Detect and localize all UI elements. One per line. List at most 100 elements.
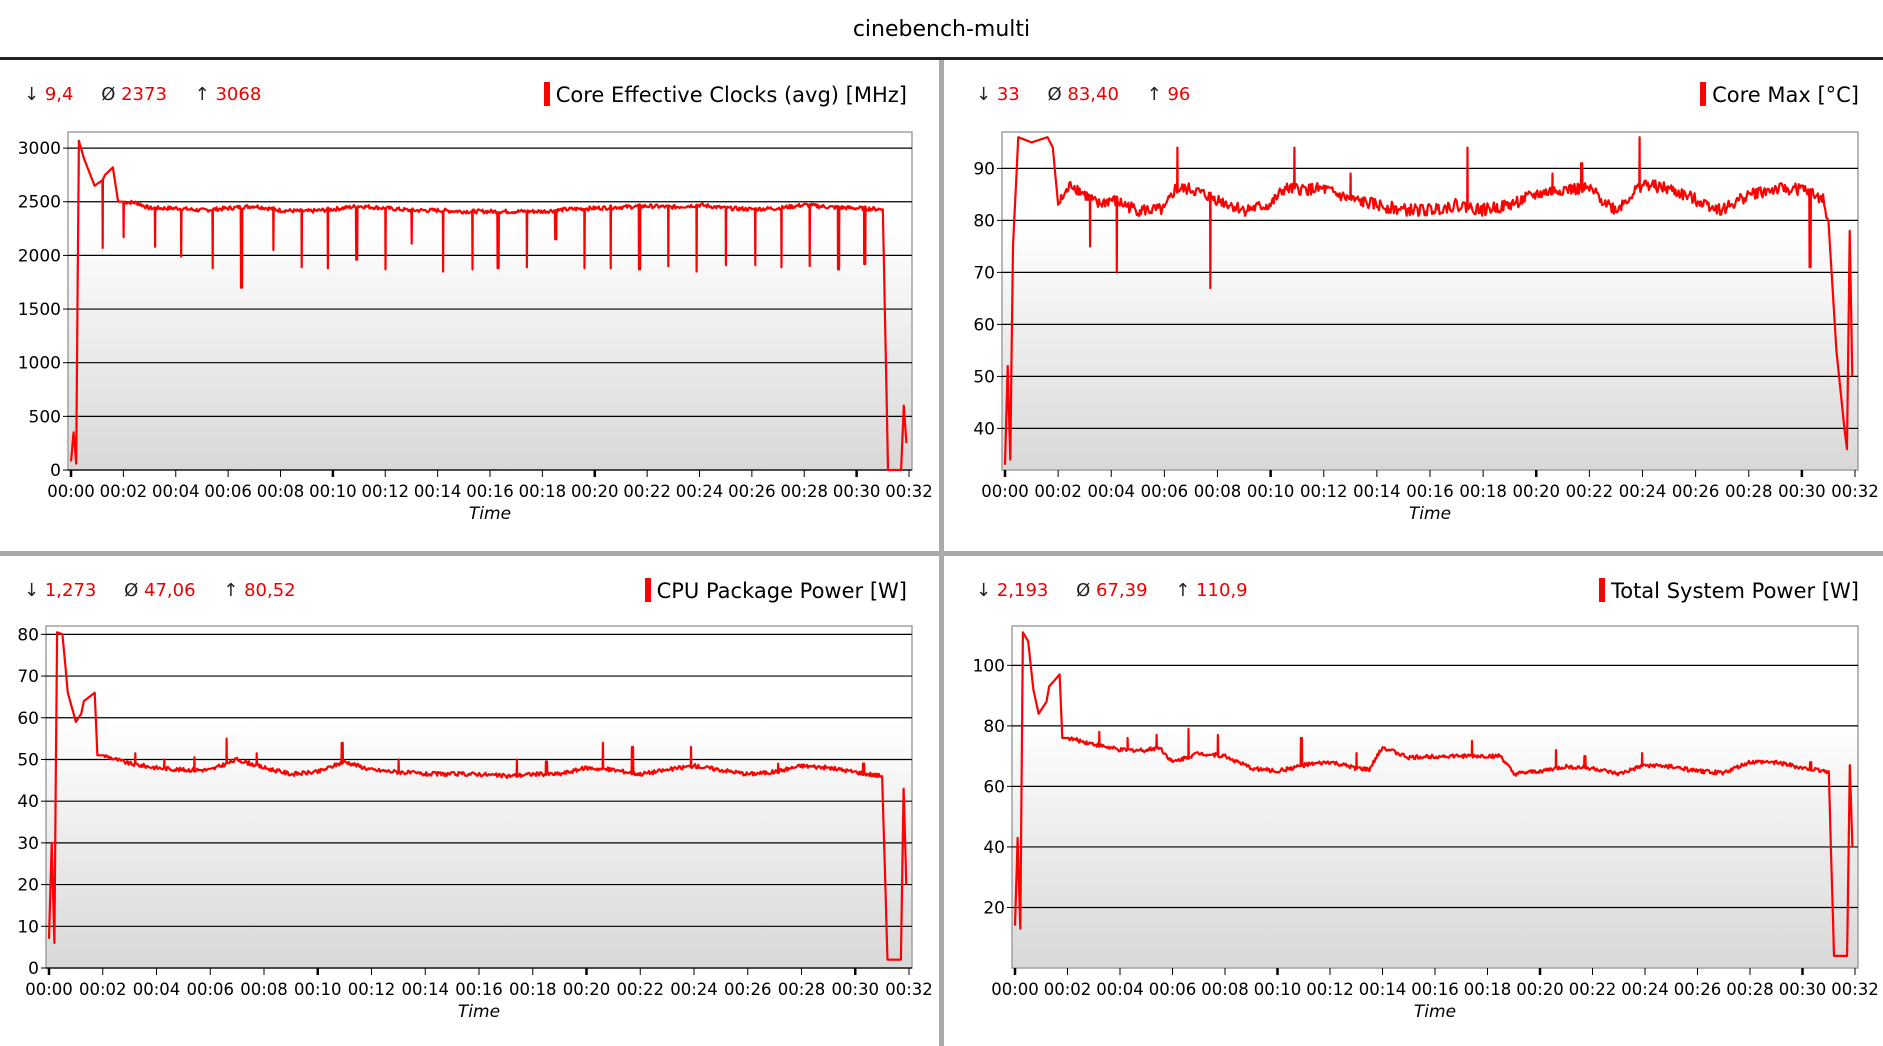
x-tick-label: 00:08: [1201, 980, 1249, 999]
x-tick-label: 00:08: [240, 980, 288, 999]
x-tick-label: 00:14: [1353, 482, 1401, 501]
y-tick-label: 0: [50, 461, 61, 481]
legend-core-max[interactable]: Core Max [°C]: [1700, 82, 1859, 107]
x-tick-label: 00:02: [1034, 482, 1082, 501]
x-tick-label: 00:14: [414, 482, 462, 501]
min-arrow-icon: ↓: [24, 580, 40, 601]
x-tick-label: 00:24: [676, 482, 724, 501]
x-tick-label: 00:26: [1672, 482, 1720, 501]
avg-icon: Ø: [101, 84, 116, 105]
x-tick-label: 00:30: [1778, 482, 1826, 501]
avg-icon: Ø: [1076, 580, 1091, 601]
y-tick-label: 80: [973, 211, 995, 231]
y-tick-label: 1000: [18, 354, 61, 374]
legend-cpu-package-power[interactable]: CPU Package Power [W]: [644, 578, 907, 603]
series-line: [47, 631, 908, 961]
x-tick-label: 00:10: [309, 482, 357, 501]
max-arrow-icon: ↑: [1175, 580, 1191, 601]
y-tick-label: 0: [28, 959, 39, 979]
x-tick-label: 00:20: [1512, 482, 1560, 501]
legend-clocks[interactable]: Core Effective Clocks (avg) [MHz]: [543, 82, 907, 107]
x-tick-label: 00:14: [401, 980, 449, 999]
plot-area[interactable]: [1011, 625, 1859, 969]
x-tick-label: 00:26: [724, 980, 772, 999]
legend-swatch: [644, 578, 651, 602]
x-tick-label: 00:08: [257, 482, 305, 501]
y-tick-label: 60: [983, 777, 1005, 797]
plot-area[interactable]: [1001, 131, 1859, 471]
min-arrow-icon: ↓: [976, 580, 992, 601]
x-tick-label: 00:12: [361, 482, 409, 501]
x-tick-label: 00:18: [1464, 980, 1512, 999]
min-value: 1,273: [44, 580, 97, 601]
x-tick-label: 00:28: [1726, 980, 1774, 999]
x-tick-label: 00:20: [571, 482, 619, 501]
x-tick-label: 00:12: [1306, 980, 1354, 999]
x-tick-label: 00:16: [455, 980, 503, 999]
avg-icon: Ø: [1047, 84, 1062, 105]
max-arrow-icon: ↑: [1146, 84, 1162, 105]
x-tick-label: 00:00: [981, 482, 1029, 501]
x-tick-label: 00:04: [1087, 482, 1135, 501]
stats-bar-cpu-package-power: ↓ 1,273 Ø 47,06 ↑ 80,52: [24, 580, 318, 601]
x-tick-label: 00:22: [623, 482, 671, 501]
plot-area[interactable]: [45, 625, 913, 969]
y-tick-label: 2500: [18, 193, 61, 213]
chart-core-max[interactable]: 40 50 60 70 80 90 00:00 00:02 00:04 00:06 00:08 00:…: [944, 120, 1883, 540]
x-tick-label: 00:06: [204, 482, 252, 501]
plot-area[interactable]: [67, 131, 913, 471]
y-tick-label: 80: [983, 717, 1005, 737]
x-tick-label: 00:08: [1194, 482, 1242, 501]
avg-icon: Ø: [124, 580, 139, 601]
y-tick-label: 90: [973, 159, 995, 179]
y-tick-label: 20: [17, 876, 39, 896]
panel-divider-horizontal[interactable]: [0, 551, 1883, 556]
max-value: 3068: [215, 84, 262, 105]
x-tick-label: 00:00: [25, 980, 73, 999]
x-tick-label: 00:04: [133, 980, 181, 999]
y-tick-label: 50: [973, 367, 995, 387]
x-tick-label: 00:18: [519, 482, 567, 501]
y-tick-label: 1500: [18, 300, 61, 320]
x-tick-label: 00:00: [47, 482, 95, 501]
legend-swatch: [543, 82, 550, 106]
x-tick-label: 00:02: [79, 980, 127, 999]
chart-cpu-package-power[interactable]: 0 10 20 30 40 50 60 70 80 00:00 00:02 00:04 00:06 00:…: [0, 620, 940, 1046]
x-tick-label: 00:32: [885, 482, 933, 501]
legend-total-system-power[interactable]: Total System Power [W]: [1598, 578, 1859, 603]
chart-total-system-power[interactable]: 20 40 60 80 100 00:00 00:02 00:04 00:06 00:08 00:1…: [944, 620, 1883, 1046]
x-tick-label: 00:06: [186, 980, 234, 999]
x-tick-label: 00:30: [833, 482, 881, 501]
avg-value: 83,40: [1067, 84, 1119, 105]
legend-swatch: [1700, 82, 1707, 106]
y-tick-label: 20: [983, 898, 1005, 918]
y-tick-label: 100: [973, 656, 1005, 676]
x-tick-label: 00:22: [616, 980, 664, 999]
x-tick-label: 00:32: [1831, 482, 1879, 501]
x-tick-label: 00:14: [1359, 980, 1407, 999]
x-tick-label: 00:04: [152, 482, 200, 501]
y-tick-label: 60: [973, 315, 995, 335]
title-divider: [0, 57, 1883, 60]
min-arrow-icon: ↓: [976, 84, 992, 105]
min-value: 33: [996, 84, 1020, 105]
series-line: [1003, 136, 1854, 465]
y-tick-label: 70: [973, 263, 995, 283]
y-tick-label: 10: [17, 917, 39, 937]
y-tick-label: 3000: [18, 139, 61, 159]
x-tick-label: 00:18: [509, 980, 557, 999]
x-tick-label: 00:20: [563, 980, 611, 999]
x-tick-label: 00:32: [885, 980, 933, 999]
x-tick-label: 00:18: [1459, 482, 1507, 501]
avg-value: 67,39: [1096, 580, 1148, 601]
y-tick-label: 2000: [18, 246, 61, 266]
x-tick-label: 00:30: [1779, 980, 1827, 999]
max-value: 80,52: [244, 580, 296, 601]
stats-bar-clocks: ↓ 9,4 Ø 2373 ↑ 3068: [24, 84, 283, 105]
y-tick-label: 60: [17, 709, 39, 729]
series-line: [69, 139, 908, 472]
x-tick-label: 00:28: [778, 980, 826, 999]
y-tick-label: 40: [17, 792, 39, 812]
window-title: cinebench-multi: [852, 17, 1031, 42]
